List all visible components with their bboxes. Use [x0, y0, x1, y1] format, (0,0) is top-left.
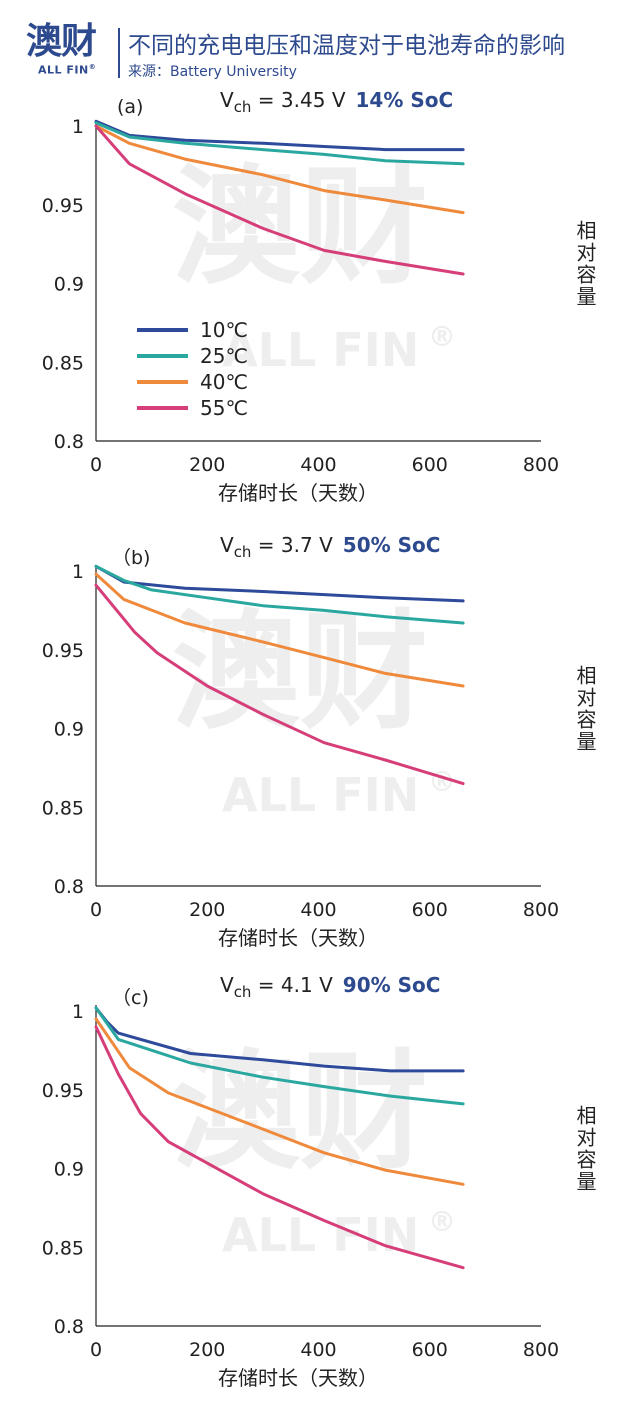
- y-tick-label: 0.85: [42, 1237, 84, 1259]
- series-line-10C: [94, 119, 465, 152]
- legend-label: 40℃: [200, 370, 248, 394]
- y-tick-label: 0.9: [54, 719, 84, 741]
- x-tick-label: 600: [412, 899, 448, 921]
- y-tick-label: 0.8: [54, 431, 84, 453]
- x-axis-label: 存储时长（天数）: [218, 1366, 378, 1390]
- y-tick-label: 0.95: [42, 640, 84, 662]
- y-tick-label: 0.8: [54, 876, 84, 898]
- voltage-caption: Vch = 3.7 V 50% SoC: [220, 533, 440, 561]
- voltage-caption: Vch = 3.45 V 14% SoC: [220, 88, 453, 116]
- x-tick-label: 400: [300, 454, 336, 476]
- y-tick-label: 0.9: [54, 274, 84, 296]
- vch-sub: ch: [233, 983, 252, 1001]
- x-tick-label: 0: [90, 899, 102, 921]
- x-tick-label: 0: [90, 454, 102, 476]
- logo-sub-text: ALL FIN: [38, 63, 89, 77]
- series-line-40C: [94, 124, 465, 215]
- y-tick-label: 0.95: [42, 1080, 84, 1102]
- logo-reg-mark: ®: [88, 63, 97, 71]
- vch-value: = 3.7 V: [251, 533, 333, 557]
- panel-label: （b): [112, 547, 151, 569]
- legend-label: 10℃: [200, 318, 248, 342]
- y-tick-label: 0.85: [42, 797, 84, 819]
- x-tick-label: 600: [412, 1339, 448, 1361]
- soc-label: 50% SoC: [342, 533, 441, 557]
- y-axis-label: 相对容量: [573, 1105, 597, 1193]
- vch-value: = 3.45 V: [251, 88, 346, 112]
- chart-svg: 1 0.95 0.9 0.85 0.8 0 200 400 600 800 存储时长（天数）: [42, 561, 559, 950]
- y-tick-label: 0.9: [54, 1159, 84, 1181]
- series-line-10C: [94, 1006, 465, 1073]
- x-axis-label: 存储时长（天数）: [218, 481, 378, 505]
- y-tick-label: 0.8: [54, 1316, 84, 1338]
- series-line-55C: [94, 1025, 465, 1270]
- legend-label: 55℃: [200, 396, 248, 420]
- x-tick-label: 400: [300, 1339, 336, 1361]
- x-tick-label: 400: [300, 899, 336, 921]
- y-tick-label: 1: [72, 1001, 84, 1023]
- y-tick-label: 0.95: [42, 195, 84, 217]
- series-line-55C: [94, 124, 465, 276]
- panel-label: (a): [117, 96, 144, 118]
- x-tick-label: 200: [189, 454, 225, 476]
- y-axis-label: 相对容量: [573, 220, 597, 308]
- source-note: 来源：Battery University: [128, 64, 297, 80]
- x-tick-label: 0: [90, 1339, 102, 1361]
- x-tick-label: 800: [523, 899, 559, 921]
- x-tick-label: 200: [189, 899, 225, 921]
- series-line-25C: [94, 121, 465, 166]
- vch-value: = 4.1 V: [251, 973, 333, 997]
- legend-label: 25℃: [200, 344, 248, 368]
- chart-panel-b: 澳财 ALL FIN ® 1 0.95 0.9 0.85 0.8 0 200 400 600 80…: [0, 533, 643, 973]
- series-line-40C: [94, 572, 465, 688]
- chart-svg: 1 0.95 0.9 0.85 0.8 0 200 400 600 800 存储时长（天数） 10℃2…: [42, 116, 559, 505]
- soc-label: 14% SoC: [355, 88, 454, 112]
- logo: 澳财: [26, 21, 97, 62]
- soc-label: 90% SoC: [342, 973, 441, 997]
- vch-prefix: V: [220, 533, 234, 557]
- vch-sub: ch: [233, 98, 252, 116]
- series-line-55C: [94, 583, 465, 786]
- x-tick-label: 800: [523, 1339, 559, 1361]
- logo-subtitle: ALL FIN®: [38, 63, 96, 77]
- chart-svg: 1 0.95 0.9 0.85 0.8 0 200 400 600 800 存储时长（天数）: [42, 1001, 559, 1390]
- vch-prefix: V: [220, 88, 234, 112]
- page-title: 不同的充电电压和温度对于电池寿命的影响: [128, 33, 565, 59]
- voltage-caption: Vch = 4.1 V 90% SoC: [220, 973, 440, 1001]
- chart-panel-a: 澳财 ALL FIN ® 1 0.95 0.9 0.85 0.8 0 200 400 600 80…: [0, 88, 643, 528]
- vch-sub: ch: [233, 543, 252, 561]
- x-tick-label: 200: [189, 1339, 225, 1361]
- header-divider: [118, 28, 120, 78]
- panel-label: （c): [112, 987, 149, 1009]
- vch-prefix: V: [220, 973, 234, 997]
- y-tick-label: 1: [72, 561, 84, 583]
- y-axis-label: 相对容量: [573, 665, 597, 753]
- series-line-40C: [94, 1017, 465, 1186]
- header: 澳财 ALL FIN® 不同的充电电压和温度对于电池寿命的影响 来源：Batte…: [0, 0, 643, 88]
- x-axis-label: 存储时长（天数）: [218, 926, 378, 950]
- y-tick-label: 0.85: [42, 352, 84, 374]
- series-line-25C: [94, 564, 465, 625]
- series-line-25C: [94, 1006, 465, 1106]
- series-line-10C: [94, 564, 465, 603]
- x-tick-label: 800: [523, 454, 559, 476]
- x-tick-label: 600: [412, 454, 448, 476]
- chart-panel-c: 澳财 ALL FIN ® 1 0.95 0.9 0.85 0.8 0 200 400 600 80…: [0, 973, 643, 1413]
- y-tick-label: 1: [72, 116, 84, 138]
